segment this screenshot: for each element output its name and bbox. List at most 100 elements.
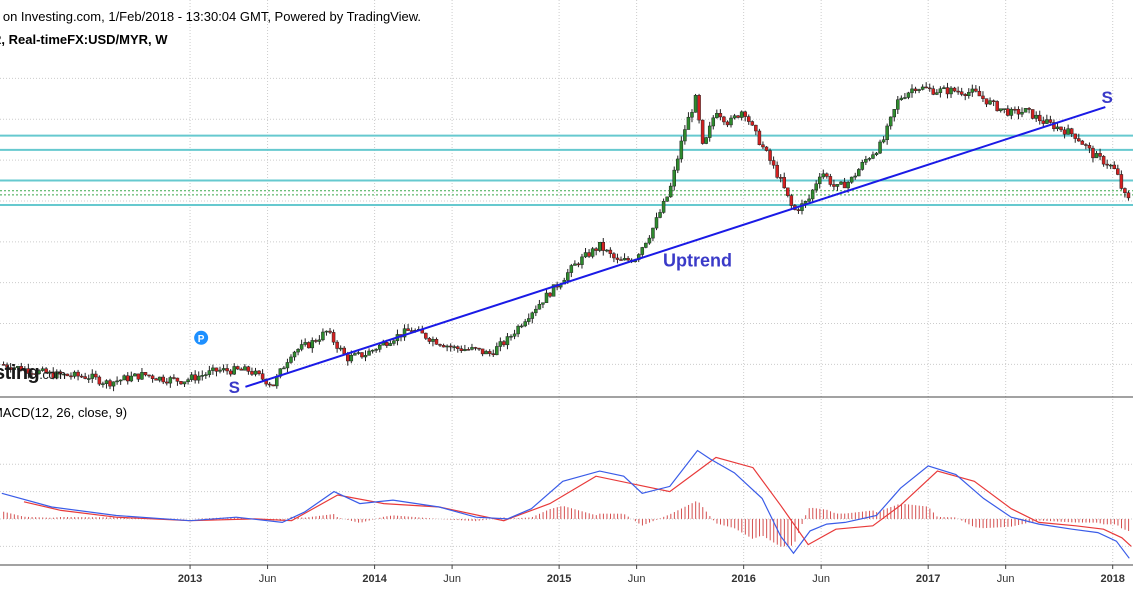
candle-down [700,119,705,144]
candle-up [363,355,368,358]
candle-down [931,88,936,95]
candle-up [917,89,921,91]
candle-up [62,373,66,376]
candle-up [1108,164,1113,167]
event-marker [194,330,209,345]
candle-up [498,341,503,347]
event-marker-label: P [198,334,205,345]
support-label: S [1101,88,1112,107]
candle-down [615,257,620,260]
candle-down [491,353,496,356]
candle-up [1020,111,1024,115]
candle-down [76,371,80,377]
candle-up [605,249,609,252]
candle-up [349,354,354,362]
candle-down [214,367,219,372]
candle-down [548,292,552,297]
candle-up [516,325,520,335]
candle-down [51,371,55,379]
candle-up [878,141,882,154]
candle-up [683,129,687,142]
candle-down [832,184,836,187]
candle-up [807,198,811,202]
candle-up [509,335,513,338]
candle-up [732,115,737,119]
candle-down [8,367,13,370]
candle-down [434,339,439,345]
candle-up [1009,108,1014,116]
candle-up [47,371,52,374]
candle-down [360,352,364,358]
candle-down [5,364,9,368]
horizontal-levels [0,134,1133,207]
candle-up [821,173,826,178]
candle-up [998,108,1003,112]
candle-up [72,371,77,377]
candle-down [424,332,428,339]
candle-up [1094,153,1099,159]
candle-down [427,338,432,342]
candle-down [927,87,932,90]
candle-down [459,348,464,351]
logo-text: sting [0,362,40,384]
candle-up [690,112,694,118]
x-axis: 2013 Jun 2014 Jun 2015 Jun 2016 Jun 2017 Jun 2018 [178,565,1125,585]
candle-up [665,196,669,202]
candle-down [974,88,978,92]
candle-up [622,258,627,261]
candle-up [495,346,499,356]
candle-up [370,349,375,352]
candle-up [967,92,971,96]
candle-down [65,373,70,377]
candle-up [505,336,510,346]
candle-up [949,87,953,95]
candle-down [1123,188,1127,194]
candle-up [704,137,708,144]
candle-up [910,88,914,94]
uptrend-label: Uptrend [663,250,732,270]
candle-up [846,181,850,189]
candle-down [150,375,155,379]
candle-down [154,378,158,381]
candle-up [896,99,900,110]
candle-down [771,160,776,166]
candle-up [569,265,574,273]
candle-down [828,176,833,185]
candle-up [1066,128,1070,135]
candle-up [452,346,456,348]
candle-down [1030,109,1035,119]
candle-down [786,187,790,196]
candle-up [537,303,542,310]
candle-down [179,381,183,385]
candle-up [356,352,361,354]
candle-down [1091,147,1095,159]
candle-down [1059,126,1063,131]
candle-up [679,140,684,160]
candle-up [711,117,716,127]
candle-down [1087,145,1092,149]
candle-up [484,351,488,355]
candle-down [44,368,48,374]
candle-down [778,177,783,179]
candle-up [676,158,680,171]
candle-down [108,380,112,387]
candle-up [470,347,474,350]
candle-up [253,370,258,375]
candle-down [79,375,84,378]
candle-up [317,339,322,342]
candle-up [37,370,41,375]
candle-down [924,86,928,89]
candle-up [970,88,975,93]
grid-lines [0,0,1133,565]
candle-up [23,368,27,371]
candle-up [668,185,673,198]
candle-up [534,308,538,314]
candle-down [466,349,471,351]
candle-up [12,367,16,370]
candle-up [431,339,435,342]
candle-down [69,375,73,378]
candle-down [19,366,24,371]
candle-down [175,377,180,382]
candle-up [367,350,371,356]
candle-down [775,164,779,178]
